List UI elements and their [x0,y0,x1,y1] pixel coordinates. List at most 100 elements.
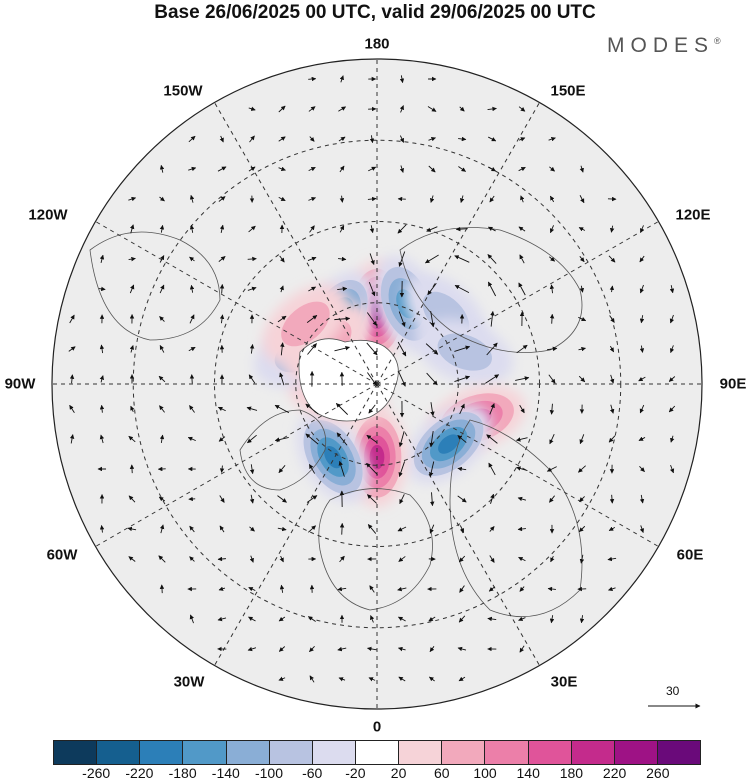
wind-vector [549,495,555,503]
colorbar-swatch [140,741,184,764]
wind-vector [549,403,555,415]
anomaly-field [253,255,526,508]
wind-vector [339,555,345,563]
wind-vector [429,676,435,682]
wind-vector [549,166,555,172]
wind-vector [99,375,105,383]
wind-vector [278,196,286,202]
wind-vector [217,406,226,412]
wind-vector [579,195,585,204]
wind-vector [549,225,555,234]
wind-vector [399,75,405,84]
wind-vector [99,404,105,413]
wind-vector [397,646,406,652]
wind-vector [458,615,466,623]
wind-vector [308,76,317,82]
wind-vector [427,282,437,296]
wind-vector [158,375,166,383]
wind-vector [127,526,137,532]
colorbar-tick-label: -180 [168,765,197,781]
modes-logo: MODES® [607,34,721,57]
wind-vector [366,312,378,326]
wind-vector [639,284,645,294]
anomaly-contour [324,445,342,469]
wind-vector [369,253,375,265]
colorbar-tick-label: -20 [345,765,366,781]
wind-vector [459,525,465,533]
negative-anomaly [416,319,513,386]
wind-vector [516,437,528,442]
wind-vector [219,224,225,233]
wind-vector [308,166,316,172]
wind-vector [426,372,438,386]
wind-vector [219,135,224,143]
wind-vector [159,584,165,594]
label-30w: 30W [173,673,205,691]
wind-vector [309,646,315,652]
wind-vector [249,344,255,354]
wind-vector [367,646,377,652]
colorbar-swatch [226,741,270,764]
wind-vector [368,404,376,414]
wind-vector [398,251,406,267]
wind-vector [279,285,284,293]
wind-vector [339,225,345,233]
colorbar [53,740,701,765]
wind-vector [307,616,316,622]
wind-vector [247,646,257,652]
label-60e: 60E [676,546,704,564]
meridian-line [214,383,378,666]
wind-vector [517,496,527,502]
wind-vector [518,166,526,172]
wind-vector [69,434,75,444]
wind-vector [608,435,616,443]
wind-vector [130,405,135,412]
colorbar-tick-label: 260 [646,765,670,781]
wind-vector [549,313,555,324]
wind-vector [547,346,558,352]
wind-vector [99,344,105,354]
wind-vector [488,136,497,142]
wind-vector [277,315,287,323]
wind-vector [638,436,646,441]
wind-vector [307,256,317,262]
wind-vector [306,495,318,503]
wind-vector [429,431,434,448]
wind-vector [218,436,226,442]
wind-vector [217,616,227,622]
wind-vector [457,646,467,652]
wind-vector [129,284,135,294]
wind-vector [639,255,645,263]
wind-vector [429,524,435,534]
wind-vector [159,524,165,534]
wind-vector [338,256,347,262]
wind-vector [188,166,197,172]
wind-vector [309,136,315,142]
wind-vector [519,404,525,414]
wind-vector [366,462,378,476]
colorbar-tick-label: 180 [559,765,584,781]
wind-vector [639,525,645,534]
wind-vector [338,136,346,142]
wind-vector [458,555,466,563]
wind-vector [546,466,557,472]
wind-vector [366,342,378,356]
label-150e: 150E [550,82,586,100]
wind-vector [519,254,525,264]
wind-vector [609,225,615,233]
wind-vector [639,315,645,324]
wind-vector [518,556,526,562]
meridian-line [376,102,540,385]
wind-vector [189,405,195,413]
wind-vector [549,284,555,294]
wind-vector [399,494,405,505]
wind-vector [399,135,405,143]
wind-vector [428,461,435,477]
wind-vector [398,556,406,562]
wind-vector [578,375,586,383]
wind-vector [487,254,497,264]
meridian-line [95,383,378,547]
wind-vector [280,342,285,356]
colorbar-tick-label: -260 [82,765,111,781]
wind-vector [609,315,615,323]
